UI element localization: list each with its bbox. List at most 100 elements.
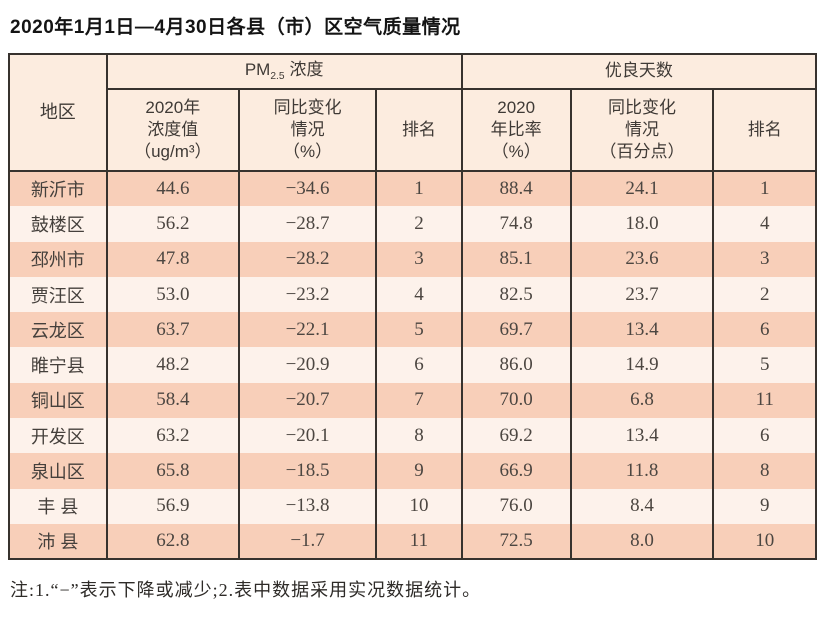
- header-region: 地区: [8, 54, 108, 172]
- good-ratio-cell: 66.9: [460, 453, 572, 489]
- pm-rank-cell: 9: [375, 453, 463, 489]
- good-rank-cell: 2: [712, 276, 817, 313]
- good-ratio-cell: 76.0: [460, 488, 572, 524]
- pm-value-cell: 58.4: [105, 382, 240, 419]
- pm-value-cell: 63.2: [105, 418, 240, 454]
- header-good-days-group: 优良天数: [460, 54, 818, 90]
- table-row: 铜山区 58.4 −20.7 7 70.0 6.8 11: [8, 382, 817, 419]
- pm-change-cell: −18.5: [237, 453, 378, 489]
- table-row: 沛 县 62.8 −1.7 11 72.5 8.0 10: [8, 523, 817, 560]
- pm-rank-cell: 10: [375, 488, 463, 524]
- region-cell: 贾汪区: [8, 276, 108, 313]
- good-change-cell: 23.6: [569, 241, 715, 277]
- pm-change-cell: −20.9: [237, 347, 378, 383]
- table-body: 新沂市 44.6 −34.6 1 88.4 24.1 1 鼓楼区 56.2 −28.7 2 74.8 1…: [8, 171, 817, 560]
- good-rank-cell: 4: [712, 206, 817, 242]
- region-cell: 鼓楼区: [8, 206, 108, 242]
- header-pm25-group: PM2.5 浓度: [105, 54, 463, 90]
- good-ratio-cell: 69.7: [460, 312, 572, 348]
- pm-rank-cell: 3: [375, 241, 463, 277]
- good-change-cell: 23.7: [569, 276, 715, 313]
- header-pm-value: 2020年 浓度值 （ug/m³）: [105, 89, 240, 172]
- header-good-ratio: 2020 年比率 （%）: [460, 89, 572, 172]
- header-pm-change: 同比变化 情况 （%）: [237, 89, 378, 172]
- pm-rank-cell: 6: [375, 347, 463, 383]
- good-change-cell: 6.8: [569, 382, 715, 419]
- table-row: 鼓楼区 56.2 −28.7 2 74.8 18.0 4: [8, 206, 817, 242]
- pm-value-cell: 65.8: [105, 453, 240, 489]
- pm-value-cell: 56.9: [105, 488, 240, 524]
- table-row: 贾汪区 53.0 −23.2 4 82.5 23.7 2: [8, 276, 817, 313]
- header-sub-row: 2020年 浓度值 （ug/m³） 同比变化 情况 （%） 排名 2020 年比…: [9, 89, 817, 172]
- good-change-cell: 18.0: [569, 206, 715, 242]
- region-cell: 开发区: [8, 418, 108, 454]
- pm-value-cell: 56.2: [105, 206, 240, 242]
- good-ratio-cell: 85.1: [460, 241, 572, 277]
- pm-value-cell: 44.6: [105, 171, 240, 207]
- footnote: 注:1.“−”表示下降或减少;2.表中数据采用实况数据统计。: [10, 580, 482, 601]
- good-rank-cell: 3: [712, 241, 817, 277]
- good-rank-cell: 1: [712, 171, 817, 207]
- pm-rank-cell: 2: [375, 206, 463, 242]
- region-cell: 沛 县: [8, 523, 108, 560]
- good-ratio-cell: 69.2: [460, 418, 572, 454]
- table-row: 云龙区 63.7 −22.1 5 69.7 13.4 6: [8, 312, 817, 348]
- header-good-rank: 排名: [712, 89, 817, 172]
- region-cell: 睢宁县: [8, 347, 108, 383]
- pm-rank-cell: 5: [375, 312, 463, 348]
- good-change-cell: 14.9: [569, 347, 715, 383]
- good-rank-cell: 11: [712, 382, 817, 419]
- pm-change-cell: −13.8: [237, 488, 378, 524]
- good-ratio-cell: 70.0: [460, 382, 572, 419]
- pm25-prefix: PM: [244, 60, 271, 80]
- air-quality-table: 地区 PM2.5 浓度 优良天数 2020年 浓度值 （ug/m³） 同比变化 情…: [8, 53, 818, 561]
- good-change-cell: 13.4: [569, 312, 715, 348]
- pm-rank-cell: 1: [375, 171, 463, 207]
- good-rank-cell: 5: [712, 347, 817, 383]
- region-cell: 邳州市: [8, 241, 108, 277]
- table-row: 新沂市 44.6 −34.6 1 88.4 24.1 1: [8, 171, 817, 207]
- header-good-change: 同比变化 情况 （百分点）: [569, 89, 715, 172]
- table-row: 泉山区 65.8 −18.5 9 66.9 11.8 8: [8, 453, 817, 489]
- good-rank-cell: 6: [712, 312, 817, 348]
- good-change-cell: 8.4: [569, 488, 715, 524]
- pm-change-cell: −20.7: [237, 382, 378, 419]
- region-cell: 新沂市: [8, 171, 108, 207]
- table-row: 邳州市 47.8 −28.2 3 85.1 23.6 3: [8, 241, 817, 277]
- pm-rank-cell: 4: [375, 276, 463, 313]
- good-ratio-cell: 82.5: [460, 276, 572, 313]
- good-change-cell: 13.4: [569, 418, 715, 454]
- pm-rank-cell: 11: [375, 523, 463, 560]
- table-row: 睢宁县 48.2 −20.9 6 86.0 14.9 5: [8, 347, 817, 383]
- good-change-cell: 24.1: [569, 171, 715, 207]
- good-ratio-cell: 86.0: [460, 347, 572, 383]
- pm-change-cell: −1.7: [237, 523, 378, 560]
- good-ratio-cell: 88.4: [460, 171, 572, 207]
- pm-value-cell: 62.8: [105, 523, 240, 560]
- page-title: 2020年1月1日—4月30日各县（市）区空气质量情况: [10, 17, 461, 38]
- pm-change-cell: −28.7: [237, 206, 378, 242]
- pm-rank-cell: 7: [375, 382, 463, 419]
- pm-change-cell: −23.2: [237, 276, 378, 313]
- pm-value-cell: 63.7: [105, 312, 240, 348]
- good-rank-cell: 9: [712, 488, 817, 524]
- region-cell: 泉山区: [8, 453, 108, 489]
- region-cell: 铜山区: [8, 382, 108, 419]
- good-rank-cell: 8: [712, 453, 817, 489]
- pm-value-cell: 47.8: [105, 241, 240, 277]
- good-rank-cell: 6: [712, 418, 817, 454]
- table-header: 地区 PM2.5 浓度 优良天数 2020年 浓度值 （ug/m³） 同比变化 情…: [8, 54, 818, 172]
- good-ratio-cell: 72.5: [460, 523, 572, 560]
- table-row: 开发区 63.2 −20.1 8 69.2 13.4 6: [8, 418, 817, 454]
- pm-change-cell: −22.1: [237, 312, 378, 348]
- table-row: 丰 县 56.9 −13.8 10 76.0 8.4 9: [8, 488, 817, 524]
- header-pm-rank: 排名: [375, 89, 463, 172]
- pm-change-cell: −34.6: [237, 171, 378, 207]
- pm-rank-cell: 8: [375, 418, 463, 454]
- pm-change-cell: −20.1: [237, 418, 378, 454]
- pm-change-cell: −28.2: [237, 241, 378, 277]
- region-cell: 丰 县: [8, 488, 108, 524]
- pm-value-cell: 48.2: [105, 347, 240, 383]
- good-ratio-cell: 74.8: [460, 206, 572, 242]
